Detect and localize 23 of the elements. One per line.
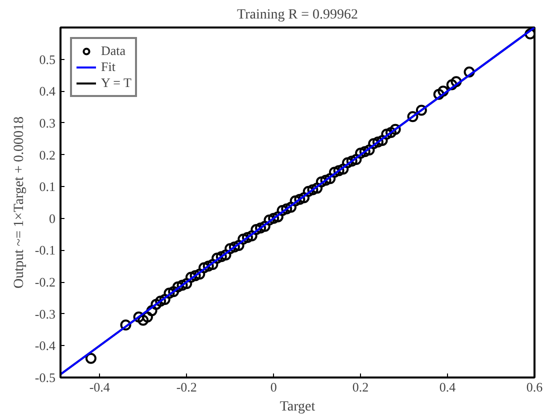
y-tick-label: 0.3 [39,115,56,130]
y-tick-label: -0.5 [34,370,56,385]
x-tick-label: -0.2 [176,380,197,394]
x-tick-label: 0.4 [439,380,456,394]
x-tick-label: 0.6 [526,380,544,394]
x-tick-label: -0.4 [89,380,110,394]
y-tick-label: -0.3 [34,306,56,322]
legend-label: Fit [101,59,116,75]
y-tick-label: 0.4 [39,84,56,99]
y-tick-label: -0.4 [34,338,56,354]
y-tick-label: 0.1 [39,179,56,194]
y-tick-label: 0.5 [39,52,56,67]
x-tick-label: 0 [270,380,277,394]
y-tick-label: 0 [49,210,56,226]
chart-title: Training R = 0.99962 [237,8,358,22]
legend-label: Data [101,43,126,59]
legend-label: Y = T [101,75,132,91]
x-axis-title: Target [280,400,316,414]
y-tick-label: -0.1 [34,242,56,258]
x-tick-label: 0.2 [352,380,369,394]
y-tick-label: 0.2 [39,147,56,162]
y-tick-label: -0.2 [34,274,56,290]
y-axis-title: Output ~= 1×Target + 0.00018 [12,116,27,288]
